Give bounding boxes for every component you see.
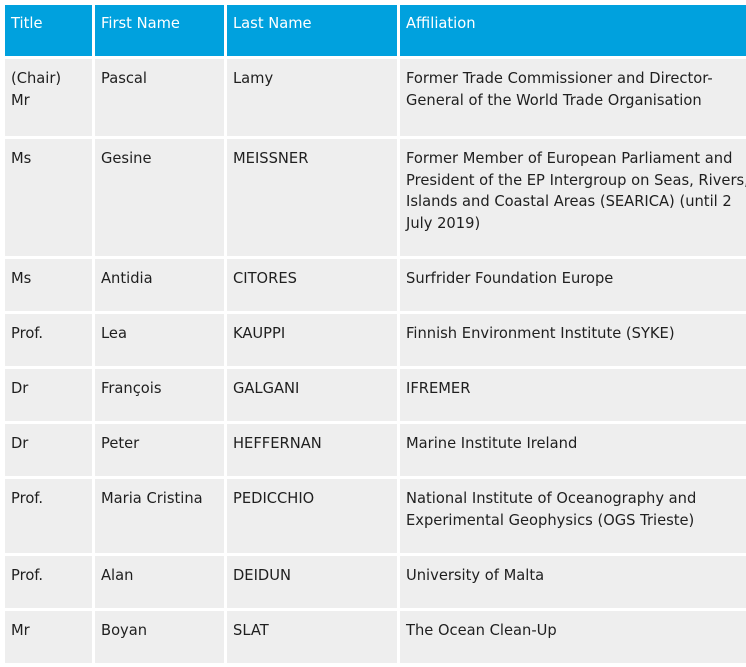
header-first-name: First Name [95,5,224,56]
cell-first-name: François [95,369,224,421]
table-row: Prof. Maria Cristina PEDICCHIO National … [5,479,746,553]
cell-last-name: MEISSNER [227,139,397,256]
cell-affiliation: Marine Institute Ireland [400,424,746,476]
cell-last-name: HEFFERNAN [227,424,397,476]
header-last-name: Last Name [227,5,397,56]
cell-last-name: GALGANI [227,369,397,421]
cell-first-name: Lea [95,314,224,366]
cell-affiliation: IFREMER [400,369,746,421]
cell-title: Prof. [5,556,92,608]
cell-last-name: DEIDUN [227,556,397,608]
cell-affiliation: The Ocean Clean-Up [400,611,746,663]
cell-last-name: PEDICCHIO [227,479,397,553]
cell-title: Prof. [5,479,92,553]
cell-last-name: KAUPPI [227,314,397,366]
cell-title: Dr [5,424,92,476]
cell-title: Mr [5,611,92,663]
cell-first-name: Antidia [95,259,224,311]
cell-affiliation: Former Member of European Parliament and… [400,139,746,256]
table-header-row: Title First Name Last Name Affiliation [5,5,746,56]
cell-title: Ms [5,139,92,256]
header-affiliation: Affiliation [400,5,746,56]
cell-affiliation: Finnish Environment Institute (SYKE) [400,314,746,366]
cell-affiliation: University of Malta [400,556,746,608]
table-row: Dr Peter HEFFERNAN Marine Institute Irel… [5,424,746,476]
cell-title: (Chair) Mr [5,59,92,136]
cell-affiliation: Former Trade Commissioner and Director-G… [400,59,746,136]
cell-last-name: CITORES [227,259,397,311]
cell-affiliation: National Institute of Oceanography and E… [400,479,746,553]
table-row: Dr François GALGANI IFREMER [5,369,746,421]
table-row: Ms Antidia CITORES Surfrider Foundation … [5,259,746,311]
cell-first-name: Maria Cristina [95,479,224,553]
cell-first-name: Boyan [95,611,224,663]
table-row: Mr Boyan SLAT The Ocean Clean-Up [5,611,746,663]
cell-title: Ms [5,259,92,311]
cell-affiliation: Surfrider Foundation Europe [400,259,746,311]
table-row: Prof. Lea KAUPPI Finnish Environment Ins… [5,314,746,366]
cell-first-name: Gesine [95,139,224,256]
cell-last-name: SLAT [227,611,397,663]
cell-first-name: Alan [95,556,224,608]
members-table-wrapper: Title First Name Last Name Affiliation (… [5,5,746,663]
cell-title: Dr [5,369,92,421]
cell-first-name: Pascal [95,59,224,136]
table-row: Ms Gesine MEISSNER Former Member of Euro… [5,139,746,256]
table-row: (Chair) Mr Pascal Lamy Former Trade Comm… [5,59,746,136]
table-row: Prof. Alan DEIDUN University of Malta [5,556,746,608]
header-title: Title [5,5,92,56]
cell-first-name: Peter [95,424,224,476]
cell-last-name: Lamy [227,59,397,136]
cell-title: Prof. [5,314,92,366]
